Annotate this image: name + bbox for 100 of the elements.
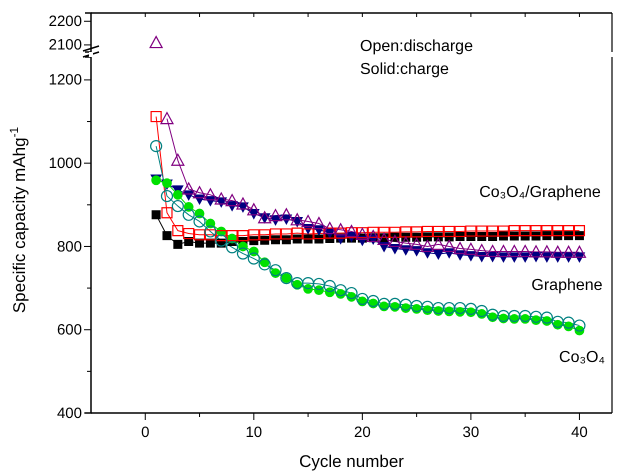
- point: [508, 225, 520, 236]
- point: [464, 242, 478, 255]
- point: [487, 225, 498, 237]
- point: [335, 228, 346, 239]
- point: [182, 208, 195, 221]
- point: [290, 213, 304, 226]
- point: [171, 154, 184, 166]
- point: [551, 246, 564, 258]
- point: [378, 298, 390, 310]
- point: [161, 207, 173, 218]
- point: [454, 302, 466, 314]
- point: [345, 286, 358, 300]
- point: [368, 226, 379, 238]
- point: [258, 258, 271, 270]
- point: [247, 203, 260, 216]
- point: [268, 209, 282, 222]
- annotation: Co₃O₄: [559, 349, 605, 366]
- y-tick-label: 2100: [48, 36, 82, 54]
- point: [204, 229, 216, 240]
- point: [301, 214, 315, 228]
- point: [162, 231, 172, 240]
- point: [204, 225, 216, 238]
- point: [280, 228, 292, 240]
- point: [356, 292, 368, 305]
- point: [388, 234, 402, 248]
- y-tick-label: 1000: [48, 154, 82, 172]
- point: [496, 244, 510, 258]
- point: [344, 224, 358, 238]
- point: [475, 244, 488, 256]
- point: [248, 229, 260, 240]
- point: [172, 190, 183, 200]
- point: [399, 236, 412, 249]
- point: [574, 225, 586, 236]
- y-tick-label: 800: [56, 238, 82, 256]
- point: [411, 226, 422, 238]
- x-tick-label: 10: [245, 424, 262, 441]
- point: [150, 110, 162, 122]
- point: [453, 242, 467, 254]
- point: [476, 225, 488, 237]
- point: [573, 319, 586, 332]
- annotation: Solid:charge: [360, 61, 450, 78]
- point: [541, 225, 552, 236]
- point: [334, 223, 348, 236]
- point: [292, 228, 303, 239]
- point: [302, 277, 314, 290]
- point: [302, 228, 314, 240]
- point: [182, 182, 196, 195]
- point: [520, 225, 531, 236]
- x-tick-label: 40: [571, 424, 588, 441]
- point: [476, 304, 488, 318]
- point: [150, 140, 162, 152]
- point: [346, 227, 358, 238]
- point: [334, 284, 347, 296]
- point: [194, 229, 206, 240]
- point: [465, 225, 476, 237]
- point: [530, 310, 542, 323]
- point: [432, 238, 445, 250]
- annotation: Graphene: [531, 277, 603, 294]
- point: [152, 210, 161, 220]
- point: [172, 200, 184, 212]
- point: [508, 244, 521, 258]
- point: [454, 226, 466, 238]
- point: [259, 229, 270, 240]
- point: [540, 312, 553, 324]
- point: [192, 186, 206, 198]
- point: [183, 228, 194, 240]
- point: [193, 215, 206, 228]
- point: [572, 246, 586, 258]
- point: [214, 192, 228, 205]
- point: [444, 226, 455, 238]
- point: [562, 246, 576, 258]
- point: [442, 240, 456, 252]
- point: [529, 245, 543, 258]
- point: [464, 302, 477, 315]
- y-tick-label: 600: [56, 322, 82, 339]
- x-tick-label: 0: [141, 424, 150, 441]
- point: [508, 310, 520, 322]
- point: [280, 208, 293, 220]
- point: [389, 226, 401, 238]
- point: [519, 310, 532, 322]
- point: [486, 244, 500, 258]
- point: [420, 240, 434, 252]
- point: [236, 247, 250, 260]
- y-tick-label: 1200: [48, 72, 82, 89]
- point: [562, 225, 574, 236]
- point: [400, 298, 412, 311]
- point: [269, 264, 282, 276]
- point: [160, 112, 174, 124]
- point: [432, 302, 444, 314]
- y-tick-label: 400: [56, 404, 82, 422]
- point: [173, 240, 182, 249]
- point: [215, 234, 228, 247]
- point: [226, 241, 238, 254]
- point: [291, 277, 304, 290]
- point: [377, 232, 391, 245]
- point: [172, 225, 184, 236]
- x-tick-label: 20: [354, 424, 371, 441]
- point: [236, 197, 250, 210]
- point: [552, 316, 564, 328]
- point: [324, 280, 336, 292]
